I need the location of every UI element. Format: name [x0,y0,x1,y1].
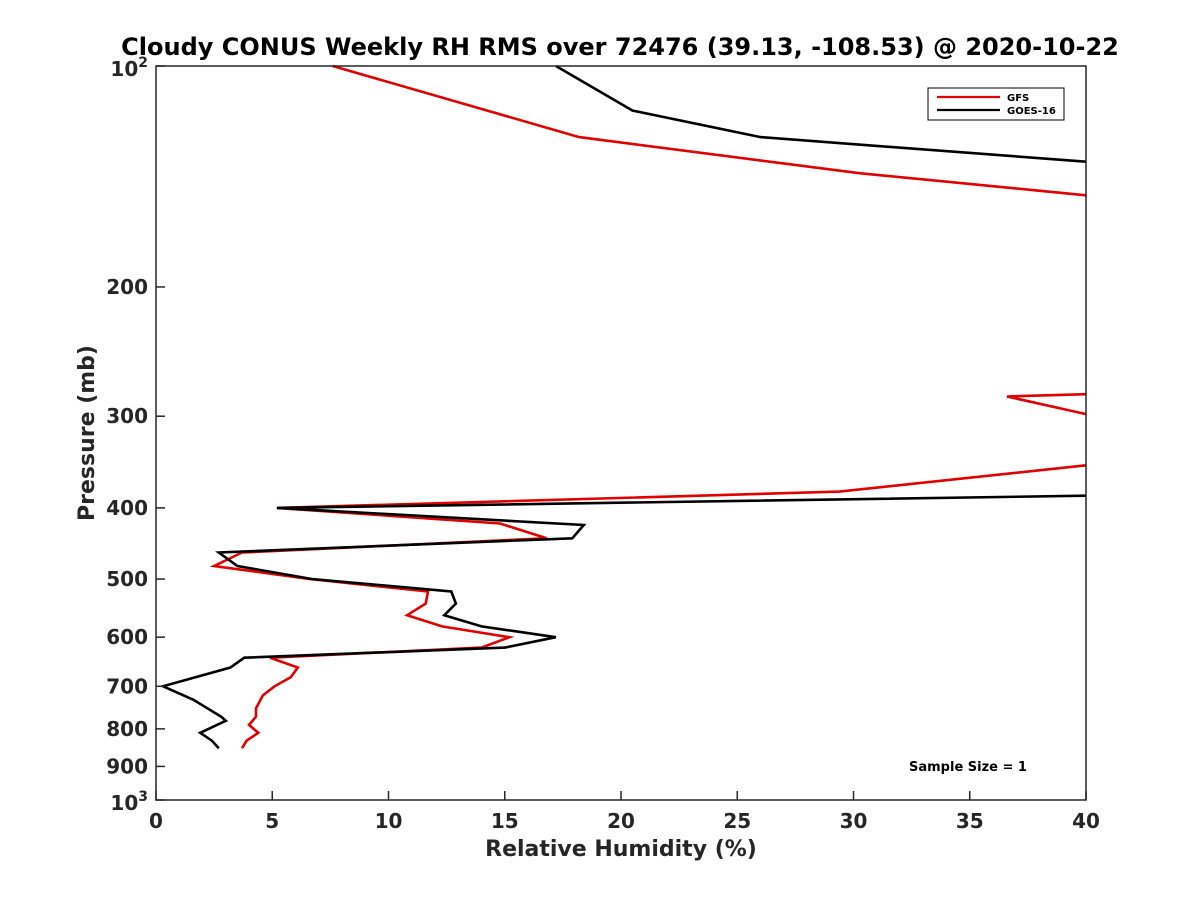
y-tick-label: 800 [106,717,148,741]
y-axis-ticks: 102 200 300 400 500 600 700 800 900 103 [106,55,165,815]
x-axis-label: Relative Humidity (%) [485,837,757,862]
x-tick-label: 20 [607,809,635,833]
y-axis-label: Pressure (mb) [75,345,100,521]
sample-size-annotation: Sample Size = 1 [909,760,1027,775]
y-tick-label: 200 [106,275,148,299]
x-tick-label: 15 [491,809,519,833]
legend-label-gfs: GFS [1007,93,1029,104]
y-tick-label: 500 [106,567,148,591]
series-line-goes16 [159,64,1087,750]
y-tick-label: 102 [110,55,148,81]
x-tick-label: 25 [723,809,751,833]
x-tick-label: 40 [1072,809,1100,833]
y-tick-label: 700 [106,674,148,698]
series-line-gfs [209,64,1087,749]
y-tick-label: 103 [110,789,148,815]
y-tick-label: 300 [106,404,148,428]
plot-lines [159,64,1087,750]
y-tick-label: 900 [106,754,148,778]
axes-frame [155,65,1087,801]
x-tick-label: 10 [375,809,403,833]
legend-box [927,87,1065,121]
x-axis-ticks: 0 5 10 15 20 25 30 35 40 [149,791,1100,833]
legend-label-goes16: GOES-16 [1007,106,1056,117]
y-tick-label: 600 [106,625,148,649]
x-tick-label: 35 [956,809,984,833]
x-tick-label: 5 [265,809,279,833]
chart-title: Cloudy CONUS Weekly RH RMS over 72476 (3… [121,33,1119,61]
x-tick-label: 0 [149,809,163,833]
legend: GFS GOES-16 [927,87,1065,121]
x-tick-label: 30 [840,809,868,833]
y-tick-label: 400 [106,496,148,520]
